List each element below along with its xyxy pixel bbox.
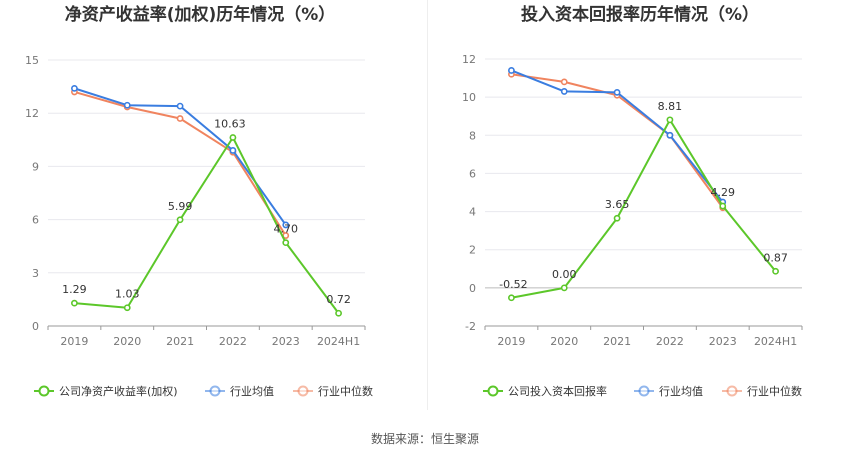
data-point — [613, 214, 621, 222]
x-tick-label: 2023 — [709, 335, 737, 348]
data-label: -0.52 — [499, 278, 527, 291]
legend-item[interactable]: 行业均值 — [205, 385, 274, 398]
data-point — [508, 67, 515, 74]
data-label: 5.99 — [168, 200, 193, 213]
x-tick-label: 2021 — [603, 335, 631, 348]
x-tick-label: 2024H1 — [317, 335, 360, 348]
y-tick-label: 0 — [469, 282, 476, 295]
data-point — [560, 284, 568, 292]
x-tick-label: 2019 — [497, 335, 525, 348]
legend-swatch-marker — [487, 385, 499, 397]
chart-panel-2: 投入资本回报率历年情况（%） -2 0 2 4 6 8 10 12 2019 2020 2021 202… — [462, 4, 803, 398]
series-industry-median — [71, 88, 290, 239]
y-tick-label: 12 — [462, 53, 476, 66]
data-label: 0.00 — [552, 268, 577, 281]
series-company — [508, 116, 779, 302]
legend-swatch-marker — [726, 385, 738, 397]
y-tick-label: 3 — [32, 267, 39, 280]
legend: 公司投入资本回报率 行业均值 行业中位数 — [483, 384, 802, 398]
data-label: 8.81 — [658, 100, 683, 113]
data-point — [719, 202, 727, 210]
data-point — [229, 147, 237, 154]
series-company — [71, 134, 342, 317]
data-point — [666, 131, 674, 139]
data-point — [71, 84, 78, 92]
data-point — [666, 116, 674, 124]
legend-label: 行业均值 — [659, 385, 703, 398]
data-label: 4.70 — [274, 223, 299, 236]
y-tick-label: -2 — [465, 320, 476, 333]
legend-item[interactable]: 行业中位数 — [293, 384, 373, 398]
y-tick-label: 15 — [25, 54, 39, 67]
y-tick-label: 12 — [25, 107, 39, 120]
chart-title: 投入资本回报率历年情况（%） — [521, 4, 759, 25]
data-label: 1.03 — [115, 288, 140, 301]
data-point — [335, 309, 342, 317]
x-tick-label: 2022 — [219, 335, 247, 348]
y-tick-label: 0 — [32, 320, 39, 333]
data-label: 1.29 — [62, 283, 87, 296]
data-point — [508, 294, 515, 302]
y-tick-label: 4 — [469, 206, 476, 219]
legend-label: 行业中位数 — [318, 384, 373, 398]
data-label: 0.72 — [326, 293, 351, 306]
data-point — [282, 221, 290, 229]
legend-item[interactable]: 行业均值 — [634, 385, 703, 398]
data-point — [176, 102, 184, 110]
legend-label: 行业中位数 — [747, 384, 802, 398]
x-tick-label: 2020 — [113, 335, 141, 348]
data-label: 4.29 — [711, 186, 736, 199]
x-tick-label: 2021 — [166, 335, 194, 348]
data-point — [176, 216, 184, 224]
data-label: 0.87 — [763, 251, 788, 264]
data-label: 3.65 — [605, 198, 630, 211]
x-tick-label: 2023 — [272, 335, 300, 348]
data-point — [282, 239, 290, 247]
data-point — [176, 115, 184, 122]
data-point — [71, 299, 78, 307]
legend-swatch-marker — [638, 385, 650, 397]
legend-label: 公司净资产收益率(加权) — [59, 384, 178, 398]
series-industry-mean — [508, 67, 727, 206]
y-tick-label: 10 — [462, 91, 476, 104]
y-tick-label: 6 — [32, 214, 39, 227]
legend-swatch-marker — [209, 385, 221, 397]
legend-label: 公司投入资本回报率 — [508, 384, 607, 398]
data-point — [772, 267, 779, 275]
legend: 公司净资产收益率(加权) 行业均值 行业中位数 — [34, 384, 373, 398]
panel-divider — [427, 0, 428, 410]
data-point — [123, 304, 131, 312]
x-tick-label: 2024H1 — [754, 335, 797, 348]
data-label: 10.63 — [214, 117, 246, 130]
data-point — [560, 88, 568, 95]
series-line — [511, 118, 777, 299]
y-tick-label: 8 — [469, 129, 476, 142]
legend-label: 行业均值 — [230, 385, 274, 398]
data-point — [560, 78, 568, 86]
legend-item[interactable]: 公司投入资本回报率 — [483, 384, 607, 398]
x-tick-label: 2020 — [550, 335, 578, 348]
y-tick-label: 2 — [469, 244, 476, 257]
legend-swatch-marker — [38, 385, 50, 397]
data-source-note: 数据来源：恒生聚源 — [370, 432, 479, 446]
legend-swatch-marker — [297, 385, 309, 397]
y-tick-label: 6 — [469, 167, 476, 180]
data-point — [613, 88, 621, 96]
x-tick-label: 2019 — [60, 335, 88, 348]
series-industry-mean — [71, 84, 290, 229]
y-tick-label: 9 — [32, 160, 39, 173]
chart-panel-1: 净资产收益率(加权)历年情况（%） 0 3 6 9 12 15 2019 2020 2021 202… — [25, 4, 373, 398]
x-tick-label: 2022 — [656, 335, 684, 348]
legend-item[interactable]: 公司净资产收益率(加权) — [34, 384, 178, 398]
legend-item[interactable]: 行业中位数 — [722, 384, 802, 398]
series-line — [74, 136, 340, 314]
chart-title: 净资产收益率(加权)历年情况（%） — [65, 4, 336, 25]
data-point — [229, 134, 237, 141]
data-point — [123, 101, 131, 109]
